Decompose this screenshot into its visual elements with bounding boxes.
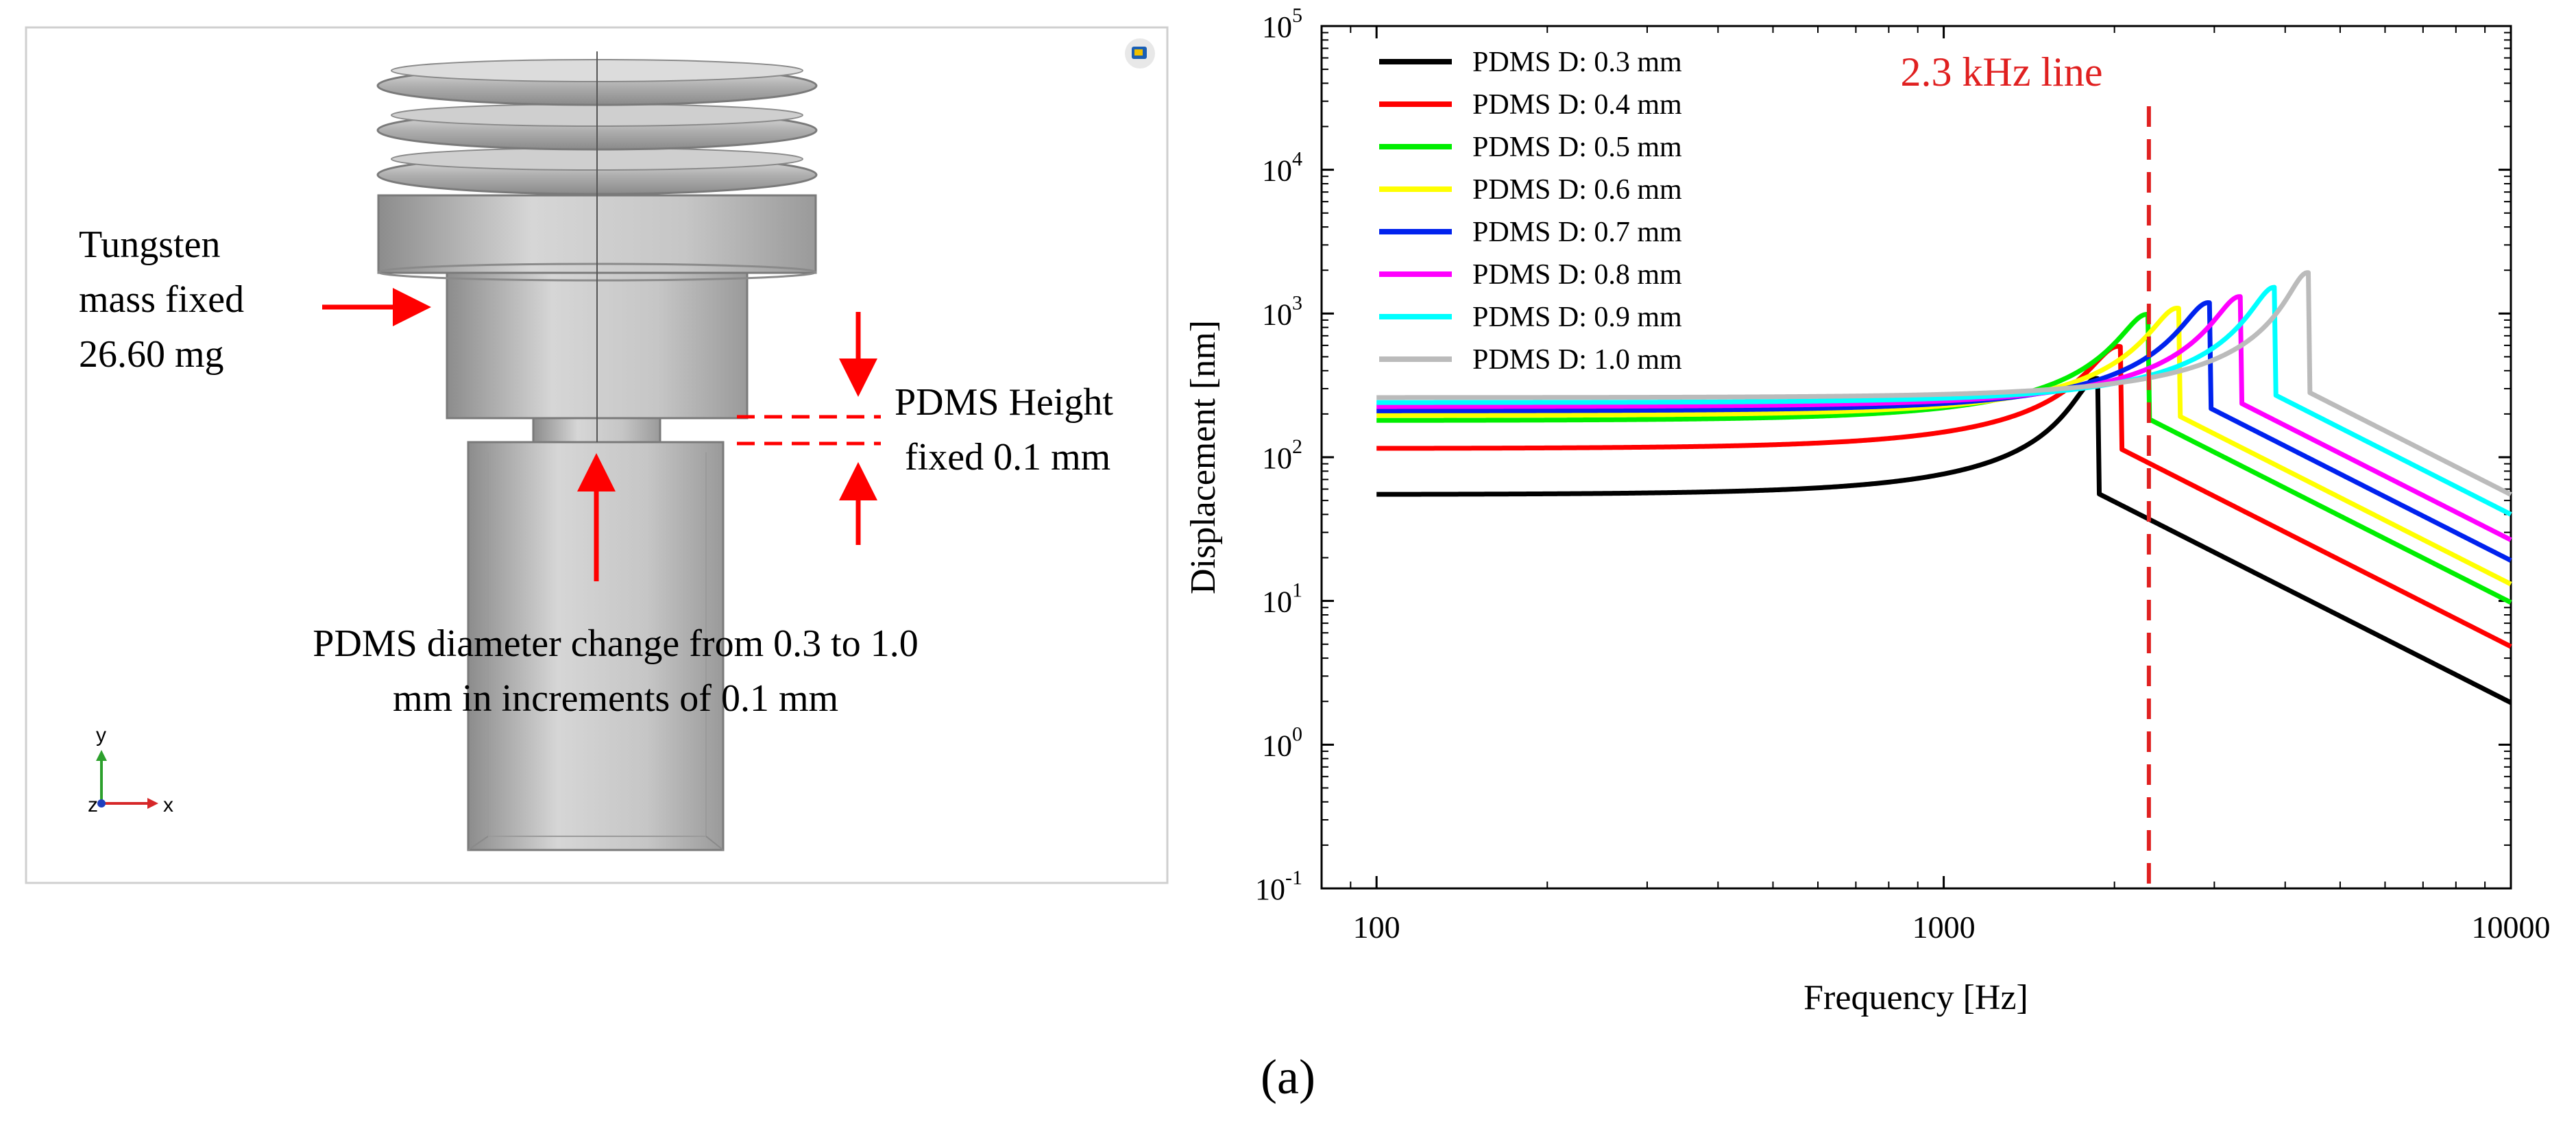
y-tick-label: 100	[1262, 723, 1302, 762]
series-line-7	[1376, 284, 2512, 517]
coordinate-triad: y z x	[88, 724, 173, 816]
y-tick-label: 102	[1262, 435, 1302, 475]
y-minor-ticks	[1322, 32, 2511, 846]
x-tick-label: 100	[1353, 910, 1400, 945]
y-tick-label: 104	[1262, 148, 1302, 188]
y-tick-label: 10-1	[1255, 866, 1302, 906]
series-line-8	[1376, 270, 2512, 497]
legend-label-1: PDMS D: 0.3 mm	[1472, 47, 1682, 78]
legend-label-4: PDMS D: 0.6 mm	[1472, 174, 1682, 206]
chart: 2.3 kHz line PDMS D: 0.3 mm PDMS D: 0.4 m…	[1184, 4, 2551, 1017]
y-tick-label: 101	[1262, 579, 1302, 619]
series-line-6	[1376, 294, 2512, 542]
annotation-mass-line3: 26.60 mg	[79, 333, 224, 376]
annotation-height-line1: PDMS Height	[895, 381, 1113, 424]
triad-x-label: x	[163, 794, 173, 816]
x-tick-labels: 100 1000 10000	[1353, 910, 2551, 945]
series-line-1	[1376, 376, 2512, 705]
series-line-5	[1376, 300, 2512, 563]
y-major-ticks	[1322, 25, 2511, 890]
series-line-2	[1376, 343, 2512, 649]
legend: PDMS D: 0.3 mm PDMS D: 0.4 mm PDMS D: 0.5 …	[1379, 47, 1682, 376]
y-tick-labels: 10-1 100 101 102 103 104 105	[1255, 4, 1302, 906]
series-lines	[1376, 270, 2512, 705]
y-tick-label: 105	[1262, 4, 1302, 44]
annotation-mass-line2: mass fixed	[79, 278, 244, 321]
triad-y-label: y	[96, 724, 106, 746]
legend-label-7: PDMS D: 0.9 mm	[1472, 302, 1682, 333]
x-major-ticks	[1375, 26, 2512, 888]
plot-area	[1320, 25, 2512, 890]
model-panel: Tungsten mass fixed 26.60 mg PDMS Height…	[25, 26, 1169, 884]
x-tick-label: 10000	[2472, 910, 2551, 945]
triad-z-label: z	[88, 794, 98, 816]
x-minor-ticks	[1321, 26, 2486, 888]
legend-label-5: PDMS D: 0.7 mm	[1472, 217, 1682, 248]
x-tick-label: 1000	[1912, 910, 1976, 945]
frequency-marker-label: 2.3 kHz line	[1901, 49, 2103, 95]
annotation-diameter-line2: mm in increments of 0.1 mm	[393, 677, 838, 720]
annotation-height-line2: fixed 0.1 mm	[905, 436, 1110, 478]
y-tick-label: 103	[1262, 291, 1302, 331]
legend-label-8: PDMS D: 1.0 mm	[1472, 344, 1682, 376]
legend-label-3: PDMS D: 0.5 mm	[1472, 132, 1682, 163]
annotation-diameter-line1: PDMS diameter change from 0.3 to 1.0	[313, 622, 918, 665]
legend-label-6: PDMS D: 0.8 mm	[1472, 259, 1682, 291]
viewport-icon[interactable]	[1125, 38, 1155, 69]
y-axis-label: Displacement [nm]	[1184, 320, 1223, 594]
legend-label-2: PDMS D: 0.4 mm	[1472, 89, 1682, 121]
figure-caption: (a)	[1261, 1049, 1315, 1104]
x-axis-label: Frequency [Hz]	[1803, 978, 2028, 1017]
annotation-mass-line1: Tungsten	[79, 223, 220, 266]
tungsten-rings	[376, 59, 818, 195]
